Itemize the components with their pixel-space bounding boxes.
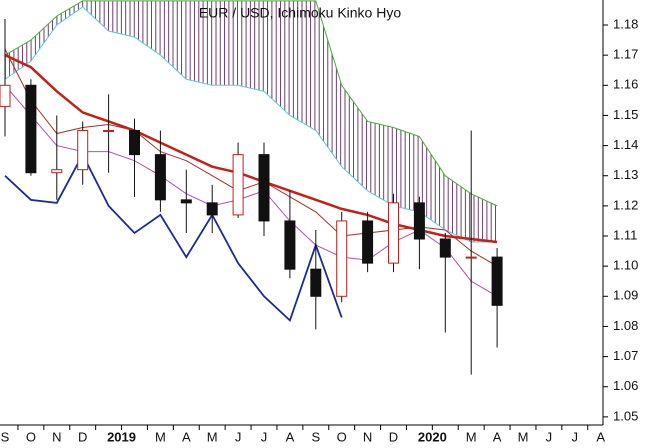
candle-body xyxy=(129,130,140,156)
x-tick-label: 2019 xyxy=(107,429,136,444)
x-tick-label: J xyxy=(546,429,553,444)
candle-body xyxy=(154,154,166,201)
x-tick-label: J xyxy=(261,429,268,444)
series-line xyxy=(4,152,343,323)
y-tick-label: 1.14 xyxy=(613,137,638,152)
y-tick-label: 1.05 xyxy=(613,408,638,423)
candle-body xyxy=(362,220,374,264)
x-tick-label: S xyxy=(311,429,320,444)
candle-body xyxy=(180,199,192,204)
y-tick-label: 1.16 xyxy=(613,77,638,92)
y-tick-label: 1.12 xyxy=(613,197,638,212)
x-tick-label: A xyxy=(493,429,502,444)
x-tick-label: S xyxy=(1,429,10,444)
x-tick-label: O xyxy=(26,429,36,444)
candle-body xyxy=(439,238,451,258)
candle-body xyxy=(413,202,425,240)
x-tick-label: A xyxy=(596,429,605,444)
x-tick-label: A xyxy=(182,429,191,444)
x-tick-label: J xyxy=(235,429,242,444)
x-tick-label: D xyxy=(389,429,398,444)
candle-body xyxy=(232,154,244,216)
candle-body xyxy=(465,256,477,259)
x-tick-label: M xyxy=(155,429,166,444)
x-tick-label: J xyxy=(572,429,579,444)
x-tick-label: A xyxy=(286,429,295,444)
candle-body xyxy=(51,169,63,174)
chart-title: EUR / USD, Ichimoku Kinko Hyo xyxy=(199,5,401,21)
y-tick-label: 1.18 xyxy=(613,16,638,31)
candle-body xyxy=(310,268,322,297)
y-tick-label: 1.07 xyxy=(613,348,638,363)
x-tick-label: O xyxy=(337,429,347,444)
series-line xyxy=(4,0,498,207)
y-tick-label: 1.11 xyxy=(613,227,637,242)
cloud xyxy=(5,0,498,243)
x-tick-label: N xyxy=(52,429,61,444)
x-tick-label: M xyxy=(466,429,477,444)
x-tick-label: D xyxy=(78,429,87,444)
x-tick-label: M xyxy=(518,429,529,444)
x-tick-label: M xyxy=(207,429,218,444)
candle-body xyxy=(491,256,503,306)
candle-body xyxy=(103,130,115,133)
y-tick-label: 1.17 xyxy=(613,47,638,62)
candle-body xyxy=(77,130,89,171)
x-tick-label: 2020 xyxy=(418,429,447,444)
candle-body xyxy=(388,202,399,264)
candle-body xyxy=(258,154,270,222)
candle-body xyxy=(25,84,37,174)
candle-body xyxy=(0,84,11,107)
y-tick-label: 1.15 xyxy=(613,107,638,122)
y-tick-label: 1.10 xyxy=(613,258,638,273)
candle-body xyxy=(336,220,348,297)
candle-body xyxy=(206,202,218,216)
x-tick-label: N xyxy=(363,429,372,444)
y-tick-label: 1.08 xyxy=(613,318,638,333)
candle-body xyxy=(284,220,296,270)
y-tick-label: 1.06 xyxy=(613,378,638,393)
plot-area xyxy=(0,0,503,375)
y-tick-label: 1.13 xyxy=(613,167,638,182)
y-tick-label: 1.09 xyxy=(613,288,638,303)
